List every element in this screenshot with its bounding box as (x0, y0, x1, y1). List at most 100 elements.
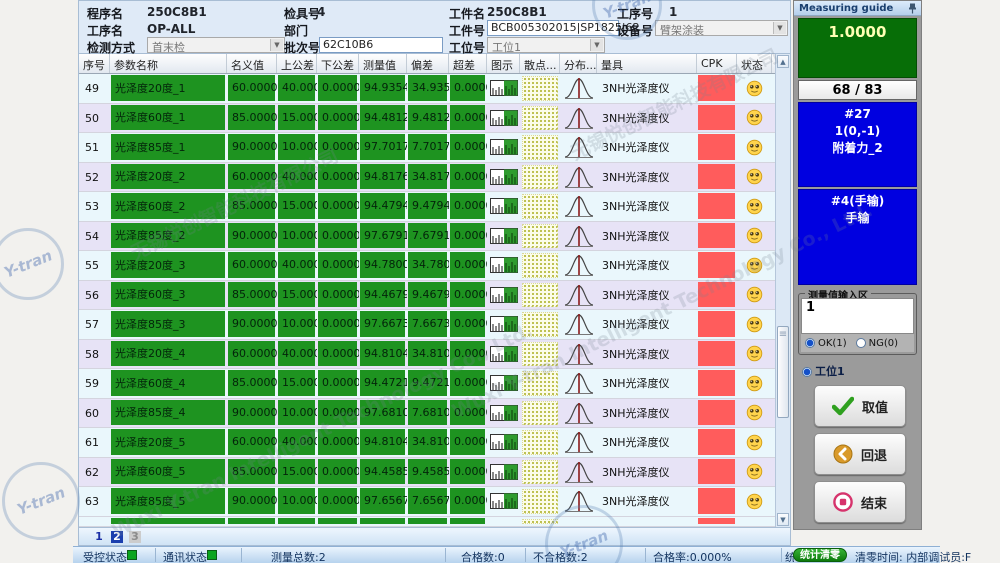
table-row[interactable]: 51 光泽度85度_1 90.0000 10.0000 0.0000 97.70… (79, 133, 775, 163)
scroll-up-icon[interactable]: ▲ (777, 55, 789, 68)
distribution-icon[interactable] (560, 74, 597, 103)
col-measured[interactable]: 测量值 (359, 54, 407, 73)
histogram-icon[interactable] (487, 74, 520, 103)
page-2-button[interactable]: 2 (111, 530, 123, 543)
col-seq[interactable]: 序号 (79, 54, 110, 73)
scatter-plot-icon[interactable] (520, 133, 560, 162)
scatter-plot-icon[interactable] (520, 428, 560, 457)
table-row[interactable]: 52 光泽度20度_2 60.0000 40.0000 0.0000 94.81… (79, 162, 775, 192)
histogram-icon[interactable] (487, 458, 520, 487)
station-dropdown[interactable]: 工位1 ▼ (487, 37, 605, 54)
batch-input[interactable]: 62C10B6 (319, 37, 443, 53)
histogram-icon[interactable] (487, 517, 520, 526)
end-button[interactable]: 结束 (814, 481, 906, 523)
table-row[interactable]: 56 光泽度60度_3 85.0000 15.0000 0.0000 94.46… (79, 280, 775, 310)
table-scrollbar[interactable]: ▲ ▼ (775, 54, 790, 527)
table-row[interactable]: 58 光泽度20度_4 60.0000 40.0000 0.0000 94.81… (79, 339, 775, 369)
distribution-icon[interactable] (560, 428, 597, 457)
distribution-icon[interactable] (560, 399, 597, 428)
histogram-icon[interactable] (487, 399, 520, 428)
scroll-down-icon[interactable]: ▼ (777, 513, 789, 526)
table-row[interactable]: 54 光泽度85度_2 90.0000 10.0000 0.0000 97.67… (79, 221, 775, 251)
take-value-button[interactable]: 取值 (814, 385, 906, 427)
col-lower[interactable]: 下公差 (317, 54, 359, 73)
col-deviation[interactable]: 偏差 (407, 54, 449, 73)
histogram-icon[interactable] (487, 310, 520, 339)
ng-radio[interactable]: NG(0) (855, 337, 898, 349)
histogram-icon[interactable] (487, 163, 520, 192)
scatter-plot-icon[interactable] (520, 399, 560, 428)
part-no-input[interactable]: BCB005302015|SP1825|62 (487, 20, 640, 36)
histogram-icon[interactable] (487, 340, 520, 369)
table-row[interactable]: 53 光泽度60度_2 85.0000 15.0000 0.0000 94.47… (79, 192, 775, 222)
distribution-icon[interactable] (560, 222, 597, 251)
scatter-plot-icon[interactable] (520, 517, 560, 526)
col-dist[interactable]: 分布... (560, 54, 597, 73)
method-dropdown[interactable]: 首末检 ▼ (147, 37, 285, 54)
table-row[interactable]: 49 光泽度20度_1 60.0000 40.0000 0.0000 94.93… (79, 74, 775, 104)
histogram-icon[interactable] (487, 369, 520, 398)
col-gauge[interactable]: 量具 (597, 54, 697, 73)
table-row[interactable] (79, 516, 775, 527)
distribution-icon[interactable] (560, 104, 597, 133)
col-name[interactable]: 参数名称 (110, 54, 227, 73)
col-cpk[interactable]: CPK (697, 54, 737, 73)
col-scatter[interactable]: 散点... (520, 54, 560, 73)
histogram-icon[interactable] (487, 487, 520, 516)
pin-icon[interactable] (908, 3, 917, 14)
histogram-icon[interactable] (487, 133, 520, 162)
scrollbar-thumb[interactable] (777, 326, 789, 418)
col-chart[interactable]: 图示 (487, 54, 520, 73)
histogram-icon[interactable] (487, 192, 520, 221)
distribution-icon[interactable] (560, 251, 597, 280)
histogram-icon[interactable] (487, 104, 520, 133)
distribution-icon[interactable] (560, 340, 597, 369)
table-row[interactable]: 59 光泽度60度_4 85.0000 15.0000 0.0000 94.47… (79, 369, 775, 399)
distribution-icon[interactable] (560, 192, 597, 221)
scatter-plot-icon[interactable] (520, 281, 560, 310)
distribution-icon[interactable] (560, 487, 597, 516)
page-3-button[interactable]: 3 (129, 530, 141, 543)
scatter-plot-icon[interactable] (520, 74, 560, 103)
page-1-button[interactable]: 1 (95, 529, 103, 543)
measured-value-input[interactable]: 1 (801, 298, 914, 334)
scatter-plot-icon[interactable] (520, 251, 560, 280)
scatter-plot-icon[interactable] (520, 458, 560, 487)
histogram-icon[interactable] (487, 428, 520, 457)
statistics-clear-button[interactable]: 统计清零 (793, 548, 847, 562)
table-row[interactable]: 62 光泽度60度_5 85.0000 15.0000 0.0000 94.45… (79, 457, 775, 487)
scatter-plot-icon[interactable] (520, 222, 560, 251)
col-over[interactable]: 超差 (449, 54, 487, 73)
histogram-icon[interactable] (487, 222, 520, 251)
table-row[interactable]: 60 光泽度85度_4 90.0000 10.0000 0.0000 97.68… (79, 398, 775, 428)
table-row[interactable]: 61 光泽度20度_5 60.0000 40.0000 0.0000 94.81… (79, 428, 775, 458)
distribution-icon[interactable] (560, 369, 597, 398)
station-radio[interactable]: 工位1 (802, 363, 845, 379)
table-row[interactable]: 57 光泽度85度_3 90.0000 10.0000 0.0000 97.66… (79, 310, 775, 340)
col-nominal[interactable]: 名义值 (227, 54, 277, 73)
scatter-plot-icon[interactable] (520, 340, 560, 369)
histogram-icon[interactable] (487, 251, 520, 280)
ok-radio[interactable]: OK(1) (805, 337, 847, 349)
device-dropdown[interactable]: 臂架涂装 ▼ (655, 20, 788, 37)
scatter-plot-icon[interactable] (520, 192, 560, 221)
col-upper[interactable]: 上公差 (277, 54, 317, 73)
scatter-plot-icon[interactable] (520, 104, 560, 133)
col-status[interactable]: 状态 (737, 54, 772, 73)
table-row[interactable]: 55 光泽度20度_3 60.0000 40.0000 0.0000 94.78… (79, 251, 775, 281)
distribution-icon[interactable] (560, 310, 597, 339)
table-row[interactable]: 50 光泽度60度_1 85.0000 15.0000 0.0000 94.48… (79, 103, 775, 133)
table-row[interactable]: 63 光泽度85度_5 90.0000 10.0000 0.0000 97.65… (79, 487, 775, 517)
row-seq: 62 (85, 465, 99, 479)
scatter-plot-icon[interactable] (520, 310, 560, 339)
rollback-button[interactable]: 回退 (814, 433, 906, 475)
distribution-icon[interactable] (560, 163, 597, 192)
distribution-icon[interactable] (560, 517, 597, 526)
distribution-icon[interactable] (560, 458, 597, 487)
histogram-icon[interactable] (487, 281, 520, 310)
scatter-plot-icon[interactable] (520, 163, 560, 192)
distribution-icon[interactable] (560, 133, 597, 162)
scatter-plot-icon[interactable] (520, 487, 560, 516)
scatter-plot-icon[interactable] (520, 369, 560, 398)
distribution-icon[interactable] (560, 281, 597, 310)
